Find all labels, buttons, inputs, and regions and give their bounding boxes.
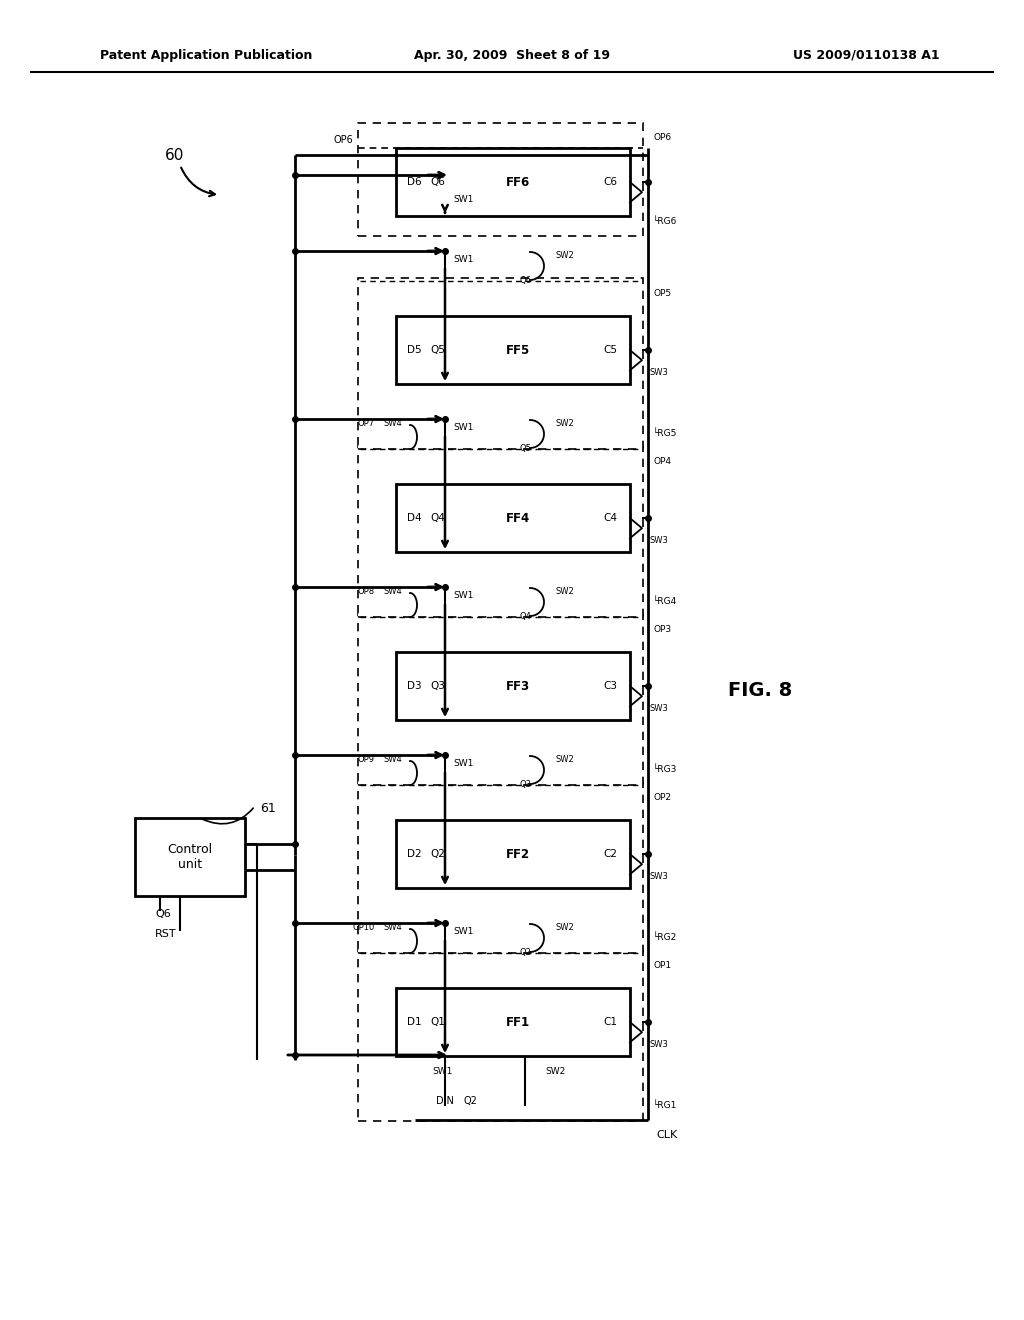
- Text: OP1: OP1: [653, 961, 671, 969]
- Text: SW2: SW2: [555, 252, 573, 260]
- Text: SW1: SW1: [453, 195, 473, 205]
- Bar: [358, 950, 643, 1121]
- Bar: [396, 315, 630, 384]
- Text: Q4: Q4: [430, 513, 445, 523]
- Text: Q2: Q2: [430, 849, 445, 859]
- Bar: [396, 987, 630, 1056]
- Text: D5: D5: [407, 345, 421, 355]
- Text: FF5: FF5: [506, 343, 530, 356]
- Text: OP9: OP9: [358, 755, 375, 764]
- Text: SW1: SW1: [453, 759, 473, 767]
- Text: SW1: SW1: [453, 255, 473, 264]
- Text: D6: D6: [407, 177, 421, 187]
- Text: SW3: SW3: [650, 1040, 669, 1048]
- Text: OP8: OP8: [357, 587, 375, 597]
- Text: └RG6: └RG6: [653, 216, 677, 226]
- Text: OP2: OP2: [653, 792, 671, 801]
- Bar: [358, 123, 643, 236]
- Text: SW2: SW2: [555, 587, 573, 597]
- Text: FF4: FF4: [506, 511, 530, 524]
- Text: SW3: SW3: [650, 871, 669, 880]
- Bar: [396, 820, 630, 888]
- Text: CLK: CLK: [656, 1130, 677, 1140]
- Bar: [396, 148, 630, 216]
- Text: C3: C3: [603, 681, 617, 690]
- Text: FF2: FF2: [506, 847, 530, 861]
- Bar: [396, 652, 630, 719]
- Bar: [358, 446, 643, 616]
- Text: Q1: Q1: [430, 1016, 445, 1027]
- Text: RST: RST: [155, 929, 176, 939]
- Text: Q6: Q6: [155, 909, 171, 919]
- Text: Q2: Q2: [463, 1096, 477, 1106]
- Text: Patent Application Publication: Patent Application Publication: [100, 49, 312, 62]
- Text: 61: 61: [260, 801, 275, 814]
- Text: SW2: SW2: [555, 924, 573, 932]
- Text: FF1: FF1: [506, 1015, 530, 1028]
- Text: FIG. 8: FIG. 8: [728, 681, 793, 700]
- Text: OP7: OP7: [357, 420, 375, 429]
- Text: FF3: FF3: [506, 680, 530, 693]
- Text: └RG1: └RG1: [653, 1101, 677, 1110]
- Text: └RG4: └RG4: [653, 598, 677, 606]
- Text: SW1: SW1: [453, 927, 473, 936]
- Text: Q4: Q4: [519, 612, 530, 622]
- Bar: [358, 781, 643, 953]
- Text: OP3: OP3: [653, 624, 671, 634]
- Text: SW2: SW2: [545, 1067, 565, 1076]
- Text: OP6: OP6: [653, 133, 671, 143]
- Text: Q2: Q2: [519, 949, 530, 957]
- Text: └RG5: └RG5: [653, 429, 677, 438]
- Text: OP5: OP5: [653, 289, 671, 297]
- Text: Q6: Q6: [430, 177, 445, 187]
- Text: C1: C1: [603, 1016, 617, 1027]
- Text: OP6: OP6: [333, 135, 353, 145]
- Text: D1: D1: [407, 1016, 421, 1027]
- Text: Q5: Q5: [519, 445, 530, 454]
- Text: D2: D2: [407, 849, 421, 859]
- Text: Apr. 30, 2009  Sheet 8 of 19: Apr. 30, 2009 Sheet 8 of 19: [414, 49, 610, 62]
- Text: SW1: SW1: [453, 590, 473, 599]
- Text: D4: D4: [407, 513, 421, 523]
- Text: OP4: OP4: [653, 457, 671, 466]
- Text: FF6: FF6: [506, 176, 530, 189]
- Text: C6: C6: [603, 177, 617, 187]
- Text: SW4: SW4: [383, 755, 402, 764]
- Bar: [358, 614, 643, 785]
- Text: SW1: SW1: [433, 1067, 454, 1076]
- Bar: [396, 484, 630, 552]
- Text: Q3: Q3: [430, 681, 445, 690]
- Text: Q6: Q6: [519, 276, 531, 285]
- Text: SW3: SW3: [650, 536, 669, 545]
- Text: SW4: SW4: [383, 587, 402, 597]
- Text: SW3: SW3: [650, 367, 669, 376]
- Text: DIN: DIN: [436, 1096, 454, 1106]
- Text: OP10: OP10: [352, 924, 375, 932]
- Bar: [135, 818, 245, 896]
- Text: Q5: Q5: [430, 345, 445, 355]
- Text: C2: C2: [603, 849, 617, 859]
- Text: SW3: SW3: [650, 704, 669, 713]
- Text: └RG2: └RG2: [653, 933, 677, 942]
- Text: └RG3: └RG3: [653, 766, 677, 775]
- Bar: [358, 279, 643, 449]
- Text: US 2009/0110138 A1: US 2009/0110138 A1: [794, 49, 940, 62]
- Text: SW2: SW2: [555, 420, 573, 429]
- Text: SW4: SW4: [383, 924, 402, 932]
- Text: D3: D3: [407, 681, 421, 690]
- Text: Q3: Q3: [519, 780, 531, 789]
- Text: SW2: SW2: [555, 755, 573, 764]
- Text: SW4: SW4: [383, 420, 402, 429]
- Text: C4: C4: [603, 513, 617, 523]
- Text: SW1: SW1: [453, 422, 473, 432]
- Text: 60: 60: [165, 148, 184, 162]
- Text: Control
unit: Control unit: [168, 843, 213, 871]
- Text: C5: C5: [603, 345, 617, 355]
